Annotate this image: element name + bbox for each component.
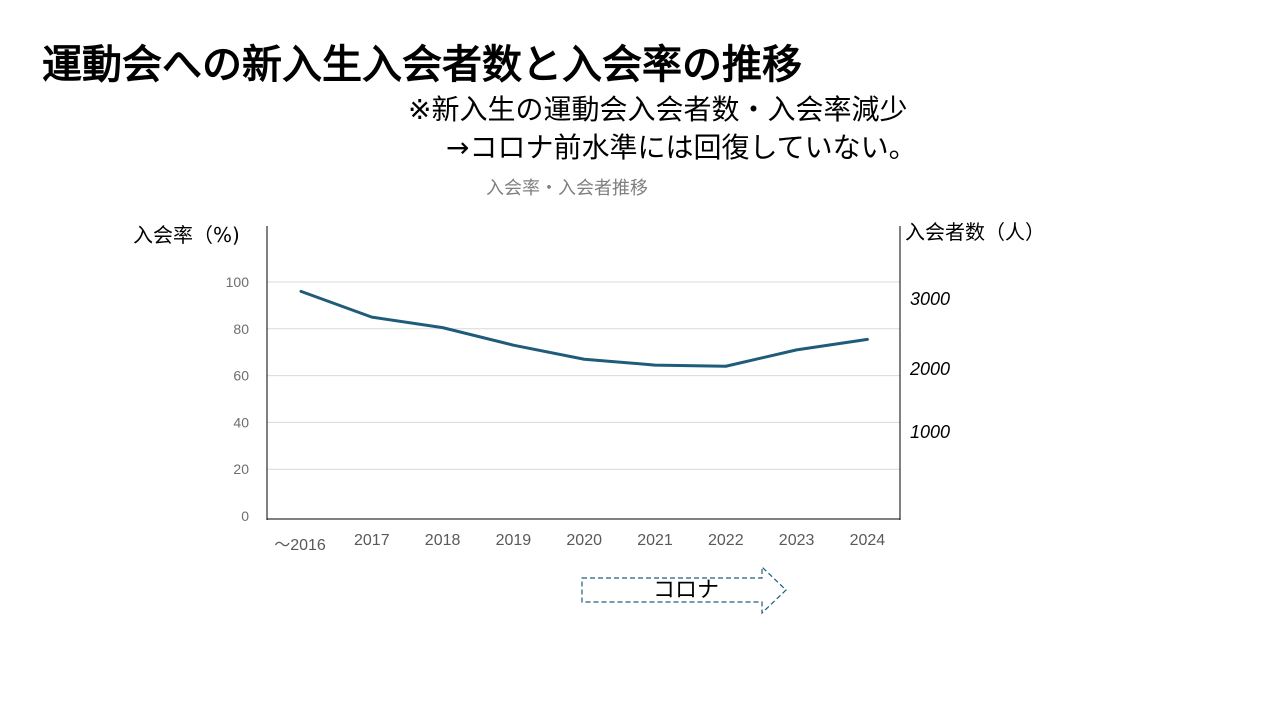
- chart-title: 入会率・入会者推移: [486, 178, 648, 199]
- x-tick-label: 2017: [354, 532, 390, 549]
- x-tick-label: 2024: [850, 532, 886, 549]
- y-axis-title-left: 入会率（%): [133, 223, 240, 247]
- y-tick-label: 80: [233, 321, 249, 337]
- y-tick-label: 0: [241, 508, 249, 524]
- x-tick-label: ～2016: [274, 537, 326, 554]
- y-tick-label: 60: [233, 368, 249, 384]
- x-tick-label: 2018: [425, 532, 461, 549]
- slide-title: 運動会への新入生入会者数と入会率の推移: [42, 42, 802, 88]
- y2-tick-label: 2000: [909, 359, 950, 379]
- y-axis-title-right: 入会者数（人）: [905, 220, 1045, 244]
- y2-tick-label: 1000: [910, 422, 950, 442]
- y-tick-label: 20: [233, 461, 249, 477]
- series-line: [299, 289, 869, 368]
- covid-arrow: [581, 565, 787, 615]
- y-tick-label: 40: [233, 414, 249, 430]
- covid-label: コロナ: [653, 578, 719, 603]
- x-tick-label: 2021: [637, 532, 673, 549]
- x-tick-label: 2022: [708, 532, 744, 549]
- y-tick-label: 100: [226, 274, 250, 290]
- note-line-2: →コロナ前水準には回復していない。: [446, 131, 917, 164]
- note-line-1: ※新入生の運動会入会者数・入会率減少: [408, 93, 908, 126]
- x-tick-label: 2023: [779, 532, 815, 549]
- x-tick-label: 2019: [496, 532, 532, 549]
- y2-tick-label: 3000: [910, 289, 950, 309]
- x-tick-label: 2020: [566, 532, 602, 549]
